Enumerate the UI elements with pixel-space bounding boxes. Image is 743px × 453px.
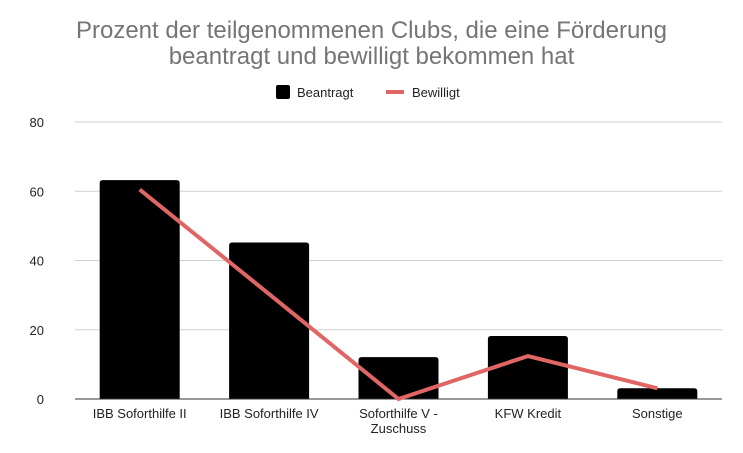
bar-beantragt — [358, 357, 439, 399]
bar-beantragt — [229, 242, 310, 399]
x-tick-label: KFW Kredit — [495, 406, 562, 421]
x-tick-label: IBB Soforthilfe II — [93, 406, 187, 421]
x-tick-label: Zuschuss — [371, 421, 427, 436]
y-tick-label: 40 — [30, 254, 44, 269]
chart-title-line-1: Prozent der teilgenommenen Clubs, die ei… — [75, 17, 667, 44]
legend-label-beantragt: Beantragt — [297, 85, 354, 100]
bar-beantragt — [99, 180, 180, 399]
chart-title-line-2: beantragt und bewilligt bekommen hat — [168, 43, 575, 70]
bar-beantragt — [617, 388, 698, 399]
y-tick-label: 80 — [30, 115, 44, 130]
x-tick-label: IBB Soforthilfe IV — [220, 406, 319, 421]
bar-beantragt — [487, 335, 568, 399]
x-tick-label: Soforthilfe V - — [359, 406, 438, 421]
legend-label-bewilligt: Bewilligt — [412, 85, 460, 100]
x-tick-label: Sonstige — [632, 406, 683, 421]
y-tick-label: 0 — [37, 392, 44, 407]
y-tick-label: 60 — [30, 184, 44, 199]
legend-swatch-beantragt — [276, 85, 290, 99]
y-tick-label: 20 — [30, 323, 44, 338]
